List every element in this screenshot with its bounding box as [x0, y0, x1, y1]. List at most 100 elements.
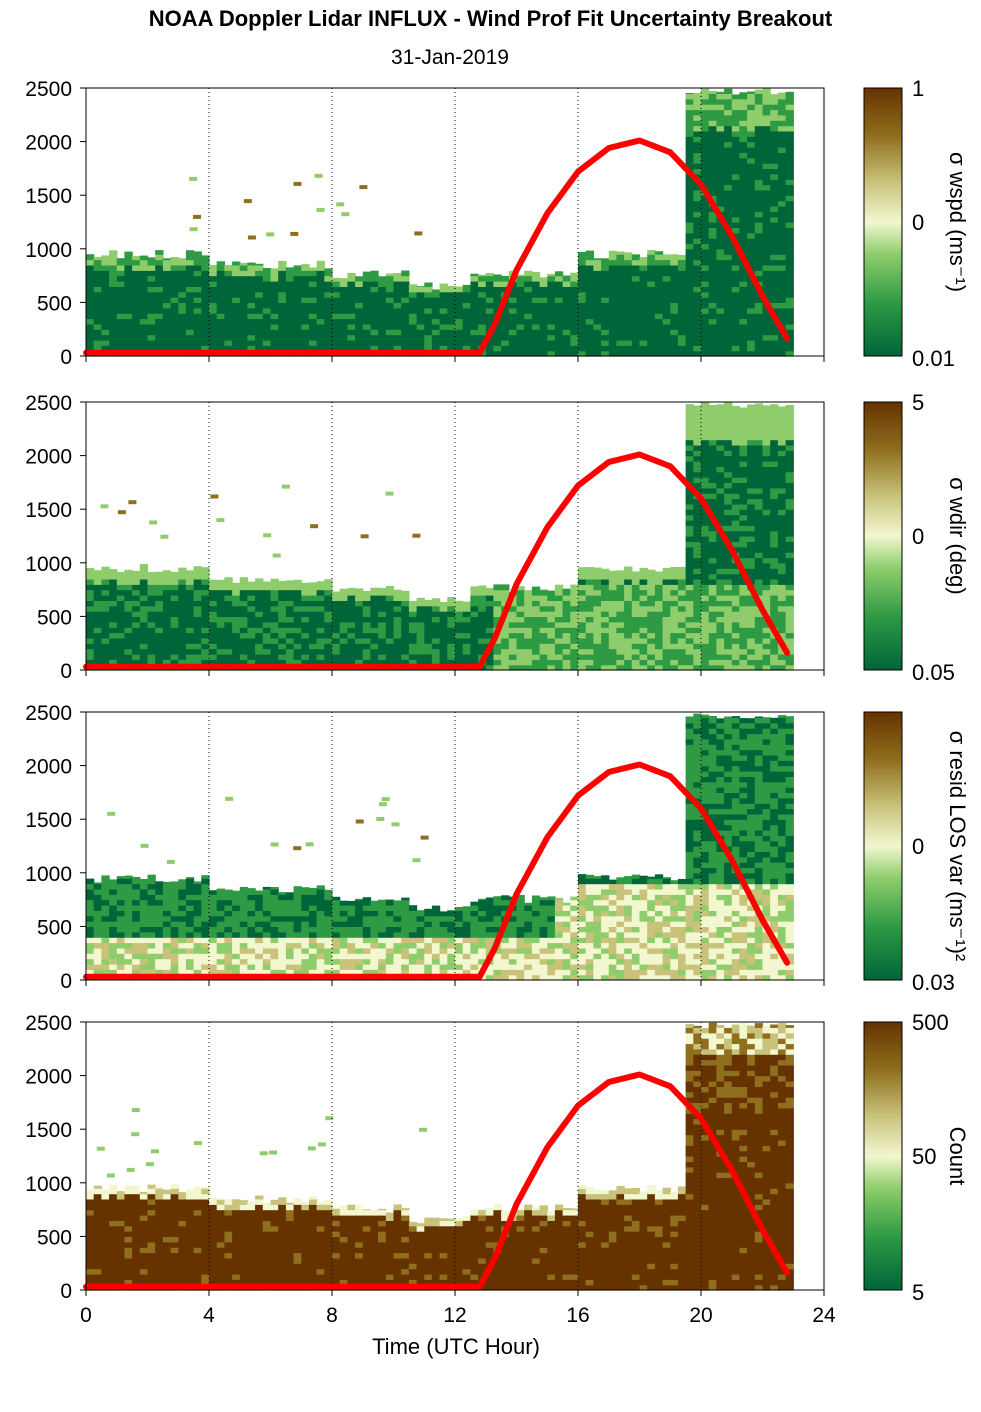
heatmap-cell: [262, 894, 272, 901]
heatmap-cell: [554, 616, 564, 623]
heatmap-cell: [132, 281, 141, 287]
heatmap-cell: [370, 969, 379, 976]
heatmap-cell: [762, 405, 771, 408]
heatmap-cell: [255, 323, 264, 330]
heatmap-cell: [508, 318, 518, 325]
heatmap-cell: [693, 93, 702, 94]
heatmap-cell: [747, 541, 756, 548]
heatmap-cell: [608, 286, 618, 293]
heatmap-cell: [685, 525, 694, 532]
heatmap-cell: [147, 910, 156, 917]
heatmap-cell: [255, 627, 264, 634]
heatmap-cell: [739, 200, 748, 207]
heatmap-cell: [216, 905, 225, 911]
heatmap-cell: [677, 264, 687, 271]
heatmap-cell: [585, 270, 594, 277]
heatmap-cell: [662, 350, 671, 357]
heatmap-cell: [86, 600, 95, 607]
heatmap-cell: [770, 648, 779, 655]
heatmap-cell: [139, 616, 149, 623]
heatmap-cell: [478, 627, 487, 634]
heatmap-cell: [224, 889, 233, 895]
heatmap-cell: [470, 302, 479, 309]
heatmap-cell: [308, 595, 318, 601]
heatmap-cell: [731, 291, 741, 298]
heatmap-cell: [393, 589, 402, 596]
heatmap-cell: [447, 291, 456, 298]
y-tick-label: 2500: [25, 392, 72, 415]
heatmap-cell: [739, 313, 748, 320]
heatmap-cell: [285, 302, 295, 309]
heatmap-cell: [324, 302, 333, 309]
heatmap-cell: [431, 345, 441, 352]
heatmap-cell: [585, 627, 594, 634]
heatmap-cell: [724, 653, 733, 660]
heatmap-cell: [347, 307, 356, 314]
heatmap-cell: [93, 963, 102, 970]
heatmap-cell: [585, 632, 594, 639]
heatmap-cell: [670, 648, 679, 655]
heatmap-cell: [209, 611, 218, 617]
heatmap-cell: [232, 318, 241, 325]
heatmap-cell: [747, 477, 756, 483]
heatmap-cell: [693, 589, 702, 596]
heatmap-cell: [185, 926, 195, 933]
heatmap-cell: [716, 184, 725, 191]
heatmap-cell: [716, 653, 725, 660]
heatmap-cell: [562, 302, 571, 309]
heatmap-cell: [708, 659, 717, 666]
heatmap-cell: [447, 659, 456, 666]
heatmap-cell: [347, 318, 356, 325]
heatmap-cell: [193, 345, 202, 352]
heatmap-cell: [332, 339, 341, 346]
heatmap-cell: [224, 275, 233, 282]
heatmap-cell: [162, 595, 172, 601]
heatmap-cell: [416, 605, 425, 612]
heatmap-cell: [147, 643, 156, 650]
heatmap-cell: [201, 567, 210, 569]
heatmap-cell: [408, 339, 418, 346]
heatmap-cell: [124, 318, 133, 325]
heatmap-cell: [685, 471, 694, 478]
heatmap-cell: [724, 291, 733, 298]
heatmap-cell: [132, 899, 141, 906]
heatmap-cell: [570, 584, 579, 591]
heatmap-cell: [270, 937, 279, 944]
heatmap-cell: [316, 302, 325, 309]
heatmap-cell: [332, 899, 341, 906]
heatmap-cell: [716, 205, 725, 212]
heatmap-cell: [608, 329, 618, 336]
heatmap-cell: [193, 254, 202, 261]
heatmap-cell: [624, 584, 633, 591]
heatmap-cell: [155, 254, 164, 261]
heatmap-cell: [193, 648, 202, 655]
heatmap-cell: [777, 173, 787, 180]
heatmap-cell: [116, 291, 126, 298]
heatmap-cell: [747, 125, 756, 132]
heatmap-cell: [439, 318, 448, 325]
heatmap-cell: [739, 589, 748, 596]
heatmap-cell: [770, 498, 779, 505]
heatmap-cell: [539, 659, 548, 666]
heatmap-cell: [524, 643, 533, 650]
heatmap-cell: [193, 251, 202, 255]
heatmap-cell: [739, 509, 748, 516]
heatmap-cell: [762, 307, 771, 314]
heatmap-cell: [593, 648, 602, 655]
heatmap-cell: [470, 600, 479, 607]
heatmap-cell: [93, 883, 102, 890]
heatmap-cell: [770, 232, 779, 239]
heatmap-cell: [293, 616, 302, 623]
heatmap-cell: [355, 605, 364, 612]
heatmap-cell: [631, 270, 641, 277]
heatmap-cell: [785, 578, 794, 585]
heatmap-cell: [631, 302, 641, 309]
heatmap-cell: [193, 958, 202, 965]
heatmap-cell: [178, 915, 187, 922]
heatmap-cell: [293, 921, 302, 927]
heatmap-cell: [301, 605, 310, 612]
heatmap-cell: [132, 653, 141, 660]
heatmap-cell: [716, 200, 725, 207]
heatmap-cell: [378, 659, 387, 666]
